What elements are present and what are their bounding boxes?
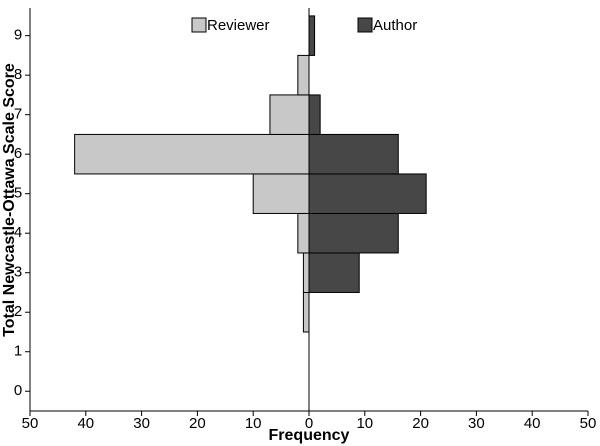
bar (297, 212, 310, 254)
bar (297, 54, 310, 96)
x-tick-label: 40 (524, 415, 541, 432)
legend-label: Author (373, 17, 417, 34)
y-tick-label: 6 (14, 145, 22, 162)
y-tick-label: 7 (14, 106, 22, 123)
x-tick-label: 0 (305, 415, 313, 432)
legend-swatch (191, 17, 207, 33)
x-tick-label: 10 (245, 415, 262, 432)
bar (302, 291, 310, 333)
legend-label: Reviewer (207, 17, 270, 34)
bar (308, 252, 360, 293)
legend-swatch (357, 17, 373, 33)
y-tick-label: 2 (14, 303, 22, 320)
y-tick-label: 3 (14, 264, 22, 281)
y-tick-label: 1 (14, 343, 22, 360)
bar (308, 173, 427, 214)
x-tick-label: 30 (133, 415, 150, 432)
x-tick-label: 20 (189, 415, 206, 432)
y-tick-label: 5 (14, 185, 22, 202)
x-tick-label: 10 (356, 415, 373, 432)
y-tick-label: 0 (14, 382, 22, 399)
bar (308, 94, 321, 135)
y-tick-label: 9 (14, 27, 22, 44)
y-tick-label: 8 (14, 66, 22, 83)
bar (308, 15, 316, 56)
bar (74, 133, 310, 175)
bar (308, 133, 399, 175)
x-tick-label: 30 (468, 415, 485, 432)
x-tick-label: 40 (77, 415, 94, 432)
y-axis-title: Total Newcastle-Ottawa Scale Score (1, 63, 18, 337)
bar (302, 252, 310, 293)
x-axis-title: Frequency (269, 427, 350, 444)
x-tick-label: 20 (412, 415, 429, 432)
bar (269, 94, 310, 135)
x-tick-label: 50 (580, 415, 597, 432)
bar (308, 212, 399, 254)
y-tick-label: 4 (14, 224, 22, 241)
bar (252, 173, 310, 214)
x-tick-label: 50 (22, 415, 39, 432)
